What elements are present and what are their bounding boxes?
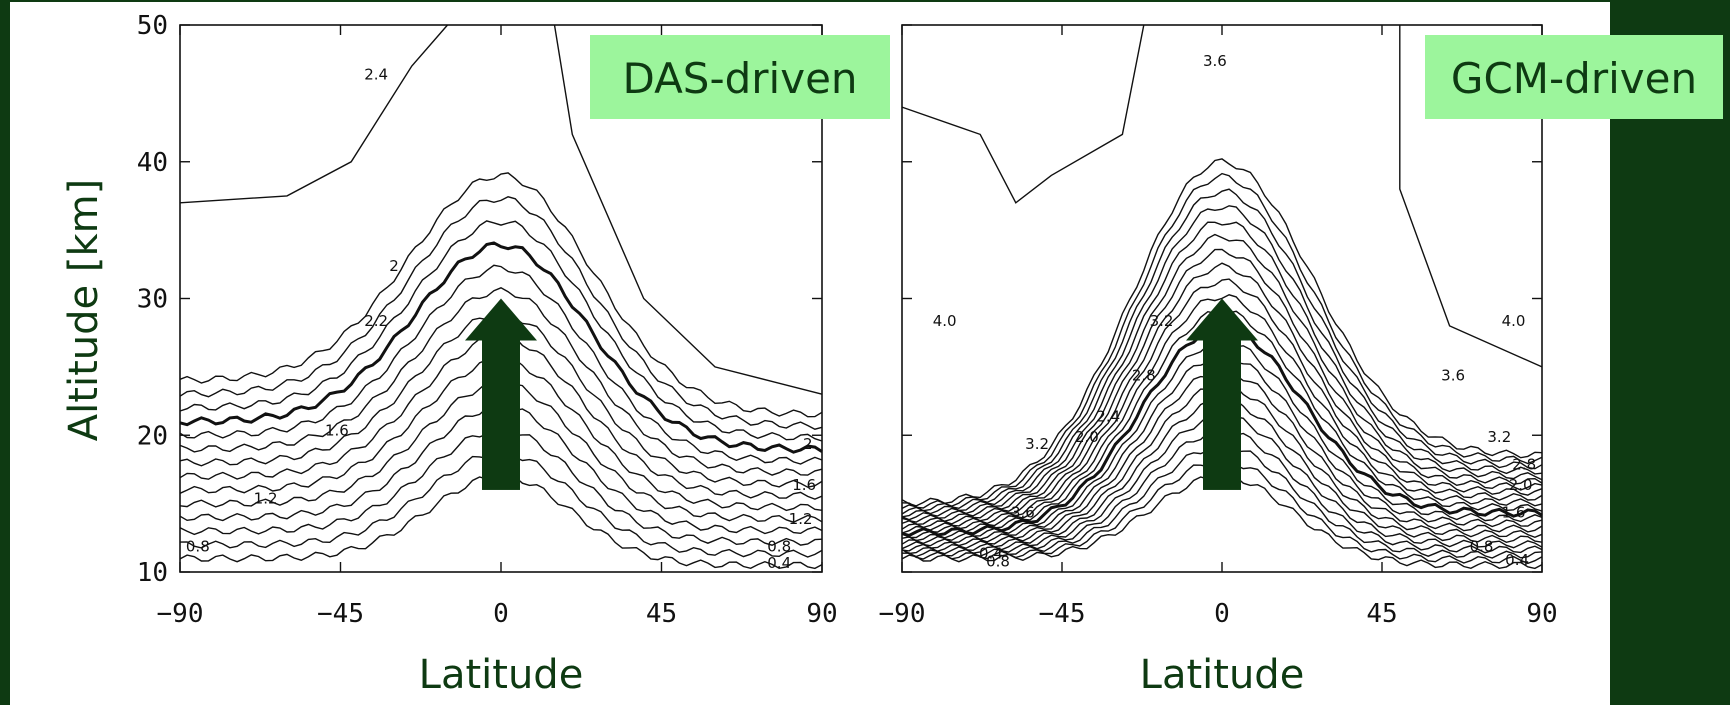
contour-label: 0.4 [1505,551,1529,569]
contour-label: 2.0 [1075,428,1099,446]
panel-label-box [590,35,890,119]
y-tick-label: 50 [137,11,168,41]
contour-label: 3.6 [1203,52,1227,70]
contour-label: 3.6 [1011,503,1035,521]
panel-label: GCM-driven [1451,54,1697,103]
contour-line [901,233,1543,521]
y-tick-label: 30 [137,285,168,315]
x-tick-label: −90 [879,599,926,629]
contour-label: 1.6 [1502,503,1526,521]
contour-label: 0.4 [979,544,1003,562]
contour-line [901,262,1543,526]
panel-label-box [1425,35,1723,119]
contour-label: 3.2 [1150,312,1174,330]
x-tick-label: −45 [317,599,364,629]
contour-line [901,24,1145,204]
contour-line [901,205,1543,515]
contour-label: 2.4 [1096,408,1120,426]
x-tick-label: 0 [493,599,509,629]
chart-panel-2: −90 −45 0 45 903.64.0 3.22.82.42.03.23.60.40.… [879,24,1723,698]
y-tick-label: 10 [137,558,168,588]
contour-label: 0.8 [186,537,210,555]
panel-label: DAS-driven [622,54,857,103]
contour-line [901,172,1543,509]
upward-arrow-head [465,298,537,341]
contour-label: 4.0 [933,312,957,330]
contour-label: 2.2 [364,312,388,330]
upward-arrow-shaft [1203,338,1241,490]
contour-label: 2.4 [364,66,388,84]
x-axis-title: Latitude [1140,652,1305,698]
contour-line [179,172,823,418]
contour-label: 2.8 [1132,367,1156,385]
chart-panel-1: −90 −45 0 45 90 10 20 30 40 50 2.4 2 2.2 1.6 1.2 0.8 2 1.… [137,11,890,698]
contour-label: 0.4 [767,554,791,572]
contour-line [179,264,823,465]
contour-line [179,287,823,476]
contour-label: 4.0 [1502,312,1526,330]
contour-line [1399,25,1543,368]
contour-line [901,188,1543,512]
contour-label: 2 [389,257,399,275]
contour-line [901,294,1543,531]
x-tick-label: 0 [1214,599,1230,629]
contour-line [179,24,449,204]
contour-line [179,241,823,454]
x-tick-label: −45 [1039,599,1086,629]
y-axis-title: Altitude [km] [61,179,107,441]
upward-arrow-head [1186,298,1258,341]
x-tick-label: 90 [1526,599,1557,629]
x-tick-label: 45 [1366,599,1397,629]
contour-label: 3.6 [1441,367,1465,385]
contour-label: 2 [803,435,813,453]
contour-label: 1.2 [254,490,278,508]
x-tick-label: 90 [806,599,837,629]
contour-label: 3.2 [1025,435,1049,453]
contour-label: 3.2 [1487,428,1511,446]
x-tick-label: −90 [157,599,204,629]
contour-label: 1.2 [789,510,813,528]
figure-panel [10,2,1610,705]
contour-line [901,221,1543,518]
contour-label: 0.8 [767,537,791,555]
contour-label: 1.6 [792,476,816,494]
contour-line [901,248,1543,523]
contour-label: 0.8 [986,553,1010,571]
contour-label: 2.0 [1509,476,1533,494]
x-axis-title: Latitude [419,652,584,698]
upward-arrow-shaft [482,338,520,490]
y-tick-label: 40 [137,148,168,178]
x-tick-label: 45 [646,599,677,629]
contour-label: 2.8 [1512,455,1536,473]
contour-label: 1.6 [325,421,349,439]
contour-line [901,158,1543,507]
contour-line [553,24,823,395]
contour-line [179,196,823,430]
contour-line [179,220,823,442]
y-tick-label: 20 [137,421,168,451]
contour-label: 0.8 [1470,537,1494,555]
